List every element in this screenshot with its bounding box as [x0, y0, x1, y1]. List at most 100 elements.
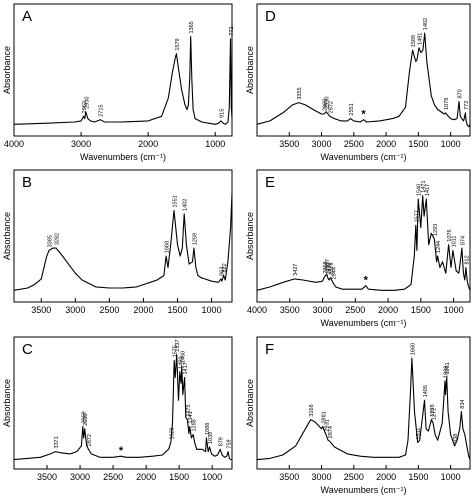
x-tick-label: 3500: [31, 305, 51, 315]
x-tick-label: 1000: [202, 305, 222, 315]
peak-label: 870: [458, 89, 464, 98]
y-axis-label: Absorbance: [2, 46, 12, 94]
panel-label: B: [22, 174, 32, 191]
peak-label: 1341: [188, 411, 194, 423]
x-tick-label: 1000: [441, 472, 461, 482]
x-tick-label: 2000: [138, 139, 158, 149]
peak-label: 2920: [326, 263, 332, 275]
x-axis-label: Wavenumbers (cm⁻¹): [321, 485, 407, 495]
x-tick-label: 3500: [280, 305, 300, 315]
x-tick-label: 2000: [376, 472, 396, 482]
peak-label: 1491: [417, 33, 423, 45]
x-tick-label: 3000: [313, 305, 333, 315]
x-axis-label: Wavenumbers (cm⁻¹): [321, 318, 407, 328]
peak-label: 1417: [425, 184, 431, 196]
peak-label: 2962: [82, 101, 88, 113]
peak-label: 2968: [323, 261, 329, 273]
x-tick-label: 1500: [169, 472, 189, 482]
x-tick-label: 1000: [444, 305, 464, 315]
peak-label: 3427: [293, 264, 299, 276]
peak-label: 1298: [430, 404, 436, 416]
peak-label: 2874: [328, 426, 334, 438]
spectrum-line: [13, 193, 233, 291]
x-tick-label: 3500: [279, 139, 299, 149]
peak-label: 3355: [297, 87, 303, 99]
panel-b: B Absorbance 3500 3000 2500 2000 1500 1000 3385 3…: [2, 169, 233, 315]
peak-label: 1288: [192, 419, 198, 431]
x-tick-label: 2000: [133, 305, 153, 315]
x-tick-label: 2500: [345, 305, 365, 315]
peak-label: 2981: [321, 411, 327, 423]
peak-label: 1402: [183, 199, 189, 211]
x-tick-label: 3000: [70, 472, 90, 482]
peak-label: 2715: [99, 104, 105, 116]
x-tick-label: 3000: [312, 472, 332, 482]
peak-label: 1293: [433, 224, 439, 236]
x-tick-label: 1500: [167, 305, 187, 315]
x-tick-label: 3000: [312, 139, 332, 149]
panel-label: A: [22, 8, 32, 25]
peak-label: 1490: [178, 357, 184, 369]
peak-label: 1575: [173, 345, 179, 357]
spectrum-line: [256, 357, 471, 461]
peak-label: 834: [460, 400, 466, 409]
x-tick-label: 2000: [136, 472, 156, 482]
peak-label: 2959: [81, 411, 87, 423]
x-tick-label: 1000: [441, 139, 461, 149]
panel-a: A Absorbance 4000 3000 2000 1000 Wavenumbers (…: [2, 3, 235, 162]
x-tick-label: 4000: [247, 305, 267, 315]
peak-label: 1460: [180, 351, 186, 363]
peak-label: 1402: [423, 18, 429, 30]
peak-label: 1272: [432, 408, 438, 420]
spectrum-line: [256, 32, 471, 128]
plot-frame: [13, 3, 233, 137]
x-tick-label: 4000: [4, 139, 24, 149]
asterisk-marker: *: [119, 445, 124, 457]
x-tick-label: 1500: [408, 472, 428, 482]
peak-label: 2878: [329, 263, 335, 275]
y-axis-label: Absorbance: [245, 212, 255, 260]
peak-label: 772: [229, 27, 235, 36]
x-tick-label: 1000: [205, 139, 225, 149]
peak-label: 1551: [173, 195, 179, 207]
x-tick-label: 2000: [376, 139, 396, 149]
plot-frame: [256, 336, 471, 470]
peak-label: 2930: [325, 97, 331, 109]
peak-label: 1589: [411, 35, 417, 47]
peak-label: 1061: [445, 362, 451, 374]
peak-label: 1244: [436, 241, 442, 253]
peak-label: 1417: [183, 362, 189, 374]
peak-label: 1088: [443, 366, 449, 378]
asterisk-marker: *: [364, 275, 369, 287]
peak-label: 3168: [309, 404, 315, 416]
peak-label: 1537: [175, 339, 181, 351]
panel-e: E Absorbance 4000 3500 3000 2500 2000 1500 1000 W…: [245, 169, 471, 328]
peak-label: 759: [227, 439, 233, 448]
peak-label: 2960: [323, 99, 329, 111]
peak-label: 1471: [421, 180, 427, 192]
asterisk-marker: *: [361, 109, 366, 121]
panel-label: E: [265, 174, 275, 191]
x-tick-label: 3500: [279, 472, 299, 482]
peak-label: 863: [219, 267, 225, 276]
x-tick-label: 1500: [408, 139, 428, 149]
peak-label: 1668: [165, 241, 171, 253]
peak-label: 2931: [324, 419, 330, 431]
peak-label: 2872: [87, 434, 93, 446]
peak-label: 2937: [325, 259, 331, 271]
x-tick-label: 1000: [202, 472, 222, 482]
x-tick-label: 2500: [99, 305, 119, 315]
peak-label: 822: [222, 263, 228, 272]
peak-label: 1375: [186, 404, 192, 416]
plot-frame: [256, 169, 471, 303]
peak-label: 2930: [84, 97, 90, 109]
peak-label: 3371: [54, 436, 60, 448]
peak-label: 1076: [447, 229, 453, 241]
peak-label: 1011: [451, 236, 457, 248]
peak-label: 1579: [175, 38, 181, 50]
peak-label: 2872: [328, 101, 334, 113]
x-tick-label: 3500: [37, 472, 57, 482]
peak-label: 1577: [414, 210, 420, 222]
peak-label: 1088: [205, 423, 211, 435]
plot-frame: [256, 3, 471, 137]
